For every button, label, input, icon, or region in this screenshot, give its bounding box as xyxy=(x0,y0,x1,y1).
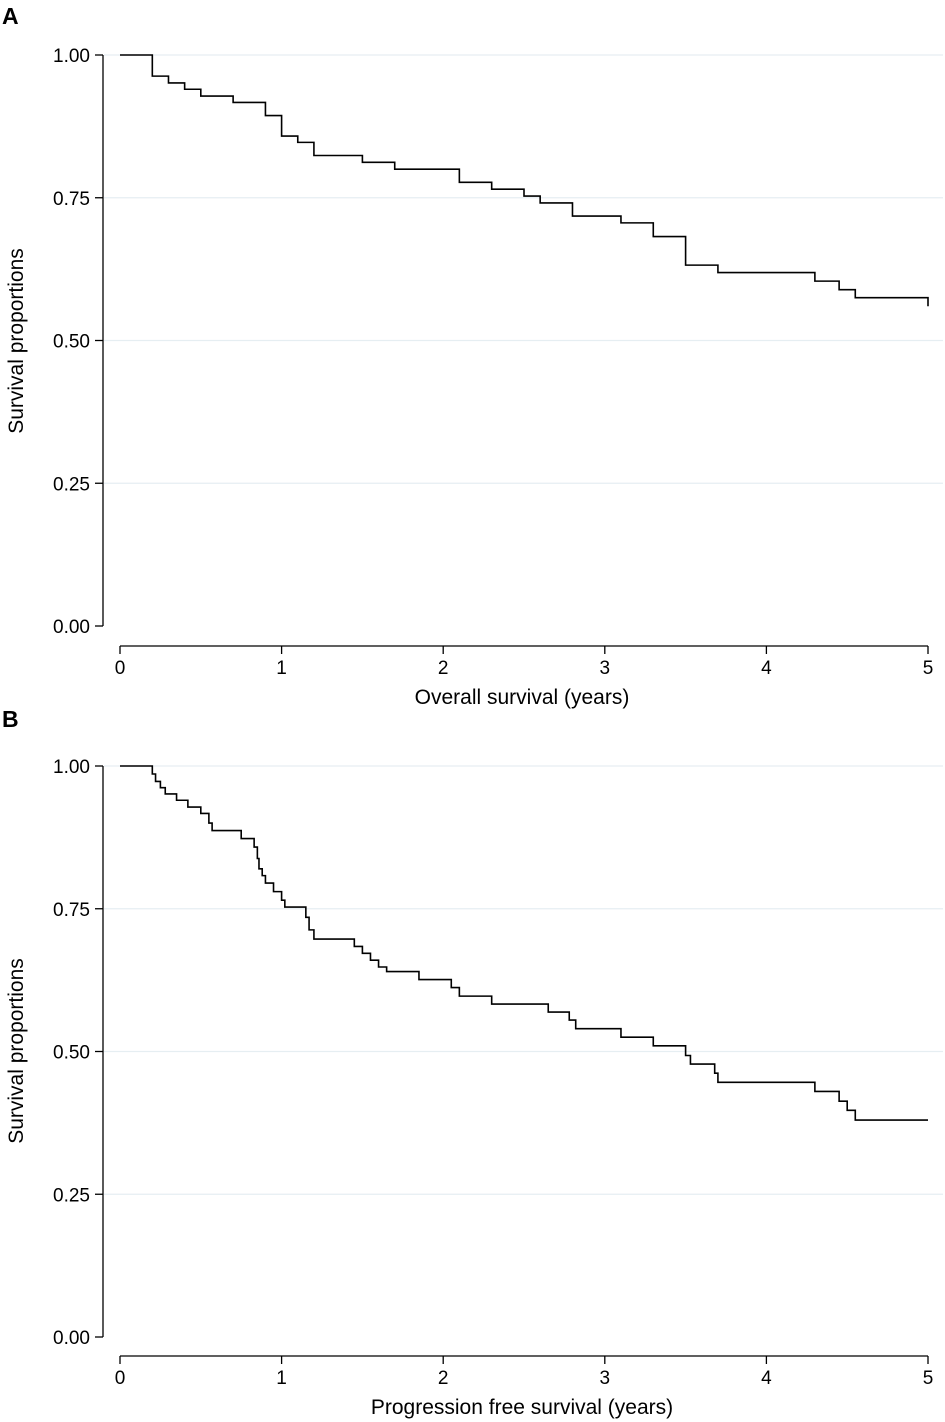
panel-b-km-step-line xyxy=(120,765,928,1121)
panel-b-y-tick-label: 0.75 xyxy=(53,900,90,921)
panel-b-y-tick-label: 0.25 xyxy=(53,1185,90,1206)
panel-a-axes xyxy=(95,54,929,654)
panel-a-y-tick-label: 1.00 xyxy=(53,46,90,67)
panel-a-x-tick-label: 5 xyxy=(923,658,934,679)
panel-b-y-tick-label: 1.00 xyxy=(53,757,90,778)
panel-b-axes xyxy=(95,765,929,1364)
panel-b-x-tick-label: 1 xyxy=(276,1368,287,1389)
panel-b-x-tick-label: 5 xyxy=(923,1368,934,1389)
panel-b-gridlines xyxy=(104,765,943,1195)
panel-b-x-tick-label: 3 xyxy=(600,1368,611,1389)
panel-a-x-tick-label: 4 xyxy=(761,658,772,679)
panel-letter-a: A xyxy=(2,3,19,29)
panel-a-x-tick-label: 2 xyxy=(438,658,449,679)
panel-a-x-tick-label: 1 xyxy=(276,658,287,679)
panel-a-y-tick-label: 0.25 xyxy=(53,474,90,495)
panel-a-curve xyxy=(120,54,929,307)
panel-b-x-tick-label: 4 xyxy=(761,1368,772,1389)
panel-a-y-tick-label: 0.00 xyxy=(53,617,90,638)
panel-b-y-axis-title: Survival proportions xyxy=(5,958,28,1144)
panel-a-x-axis-title: Overall survival (years) xyxy=(415,686,630,709)
panel-a: A 0.00 0.25 0.50 0.75 1.00 0 1 2 3 4 5 Overall sur… xyxy=(2,3,943,709)
panel-b-curve xyxy=(120,765,928,1121)
panel-b-y-tick-label: 0.50 xyxy=(53,1043,90,1064)
panel-a-x-tick-label: 3 xyxy=(600,658,611,679)
panel-a-x-tick-label: 0 xyxy=(115,658,126,679)
panel-a-tick-labels: 0.00 0.25 0.50 0.75 1.00 0 1 2 3 4 5 xyxy=(53,46,933,679)
panel-a-y-axis-title: Survival proportions xyxy=(5,248,28,434)
panel-b-x-tick-label: 0 xyxy=(115,1368,126,1389)
panel-a-y-tick-label: 0.75 xyxy=(53,189,90,210)
panel-b: B 0.00 0.25 0.50 0.75 1.00 0 1 2 3 4 5 Progression… xyxy=(2,706,943,1419)
panel-b-x-axis-title: Progression free survival (years) xyxy=(371,1396,673,1419)
panel-letter-b: B xyxy=(2,706,19,732)
panel-b-y-tick-label: 0.00 xyxy=(53,1328,90,1349)
panel-a-gridlines xyxy=(104,54,943,484)
panel-b-tick-labels: 0.00 0.25 0.50 0.75 1.00 0 1 2 3 4 5 xyxy=(53,757,933,1389)
panel-a-y-tick-label: 0.50 xyxy=(53,332,90,353)
panel-a-km-step-line xyxy=(120,54,929,307)
panel-b-x-tick-label: 2 xyxy=(438,1368,449,1389)
